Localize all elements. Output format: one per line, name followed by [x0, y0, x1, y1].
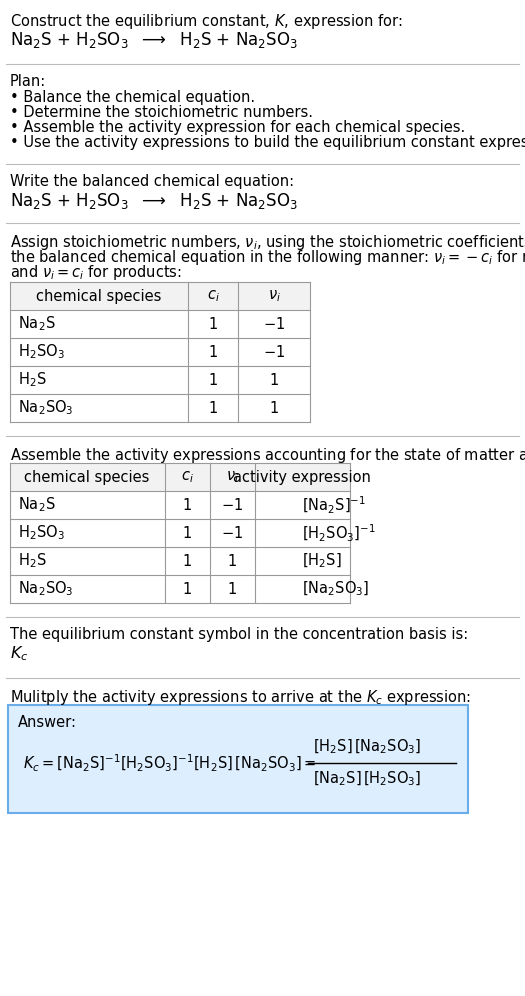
Text: 1: 1: [182, 526, 192, 541]
Text: 1: 1: [208, 400, 218, 415]
Text: $-1$: $-1$: [221, 525, 243, 541]
Text: 1: 1: [182, 497, 192, 513]
Text: 1: 1: [269, 373, 279, 387]
Text: • Use the activity expressions to build the equilibrium constant expression.: • Use the activity expressions to build …: [10, 135, 525, 150]
Text: $[\mathrm{H_2SO_3}]^{-1}$: $[\mathrm{H_2SO_3}]^{-1}$: [302, 523, 376, 544]
Text: 1: 1: [269, 400, 279, 415]
Text: $[\mathrm{Na_2S}]\,[\mathrm{H_2SO_3}]$: $[\mathrm{Na_2S}]\,[\mathrm{H_2SO_3}]$: [313, 770, 422, 788]
Bar: [10, 463, 350, 603]
Text: Construct the equilibrium constant, $K$, expression for:: Construct the equilibrium constant, $K$,…: [10, 12, 403, 31]
Text: 1: 1: [227, 582, 237, 597]
Text: Na$_2$SO$_3$: Na$_2$SO$_3$: [18, 398, 74, 417]
Bar: [10, 463, 350, 491]
Bar: [10, 282, 310, 310]
Text: $K_c$: $K_c$: [10, 644, 28, 662]
Text: Assemble the activity expressions accounting for the state of matter and $\nu_i$: Assemble the activity expressions accoun…: [10, 446, 525, 465]
Text: 1: 1: [208, 317, 218, 332]
Text: 1: 1: [208, 373, 218, 387]
Text: $-1$: $-1$: [263, 316, 285, 332]
Text: $K_c = [\mathrm{Na_2S}]^{-1} [\mathrm{H_2SO_3}]^{-1} [\mathrm{H_2S}]\,[\mathrm{N: $K_c = [\mathrm{Na_2S}]^{-1} [\mathrm{H_…: [23, 752, 316, 774]
Text: $[\mathrm{H_2S}]$: $[\mathrm{H_2S}]$: [302, 552, 342, 570]
Text: Na$_2$S: Na$_2$S: [18, 315, 56, 334]
Text: 1: 1: [208, 345, 218, 360]
Text: Mulitply the activity expressions to arrive at the $K_c$ expression:: Mulitply the activity expressions to arr…: [10, 688, 471, 707]
Text: Na$_2$SO$_3$: Na$_2$SO$_3$: [18, 580, 74, 599]
Text: • Determine the stoichiometric numbers.: • Determine the stoichiometric numbers.: [10, 105, 313, 120]
Text: chemical species: chemical species: [36, 289, 162, 304]
Text: $[\mathrm{Na_2S}]^{-1}$: $[\mathrm{Na_2S}]^{-1}$: [302, 494, 366, 516]
Text: Na$_2$S: Na$_2$S: [18, 496, 56, 514]
Text: chemical species: chemical species: [24, 469, 150, 484]
Text: and $\nu_i = c_i$ for products:: and $\nu_i = c_i$ for products:: [10, 263, 182, 282]
Text: activity expression: activity expression: [233, 469, 371, 484]
Bar: [10, 282, 310, 422]
Text: Assign stoichiometric numbers, $\nu_i$, using the stoichiometric coefficients, $: Assign stoichiometric numbers, $\nu_i$, …: [10, 233, 525, 252]
Text: $-1$: $-1$: [263, 344, 285, 360]
Text: • Assemble the activity expression for each chemical species.: • Assemble the activity expression for e…: [10, 120, 465, 135]
Text: H$_2$SO$_3$: H$_2$SO$_3$: [18, 343, 65, 362]
Text: Plan:: Plan:: [10, 74, 46, 89]
Text: Answer:: Answer:: [18, 715, 77, 730]
Text: the balanced chemical equation in the following manner: $\nu_i = -c_i$ for react: the balanced chemical equation in the fo…: [10, 248, 525, 267]
Text: $\nu_i$: $\nu_i$: [226, 469, 238, 485]
Text: $[\mathrm{Na_2SO_3}]$: $[\mathrm{Na_2SO_3}]$: [302, 580, 369, 599]
Text: H$_2$S: H$_2$S: [18, 552, 47, 571]
Text: The equilibrium constant symbol in the concentration basis is:: The equilibrium constant symbol in the c…: [10, 627, 468, 642]
FancyBboxPatch shape: [8, 705, 468, 813]
Text: Write the balanced chemical equation:: Write the balanced chemical equation:: [10, 174, 294, 189]
Text: H$_2$S: H$_2$S: [18, 371, 47, 389]
Text: $c_i$: $c_i$: [206, 288, 219, 304]
Text: 1: 1: [182, 554, 192, 569]
Text: Na$_2$S + H$_2$SO$_3$  $\longrightarrow$  H$_2$S + Na$_2$SO$_3$: Na$_2$S + H$_2$SO$_3$ $\longrightarrow$ …: [10, 30, 298, 50]
Text: Na$_2$S + H$_2$SO$_3$  $\longrightarrow$  H$_2$S + Na$_2$SO$_3$: Na$_2$S + H$_2$SO$_3$ $\longrightarrow$ …: [10, 191, 298, 211]
Text: 1: 1: [182, 582, 192, 597]
Text: $[\mathrm{H_2S}]\,[\mathrm{Na_2SO_3}]$: $[\mathrm{H_2S}]\,[\mathrm{Na_2SO_3}]$: [313, 738, 422, 756]
Text: $\nu_i$: $\nu_i$: [268, 288, 280, 304]
Text: $c_i$: $c_i$: [181, 469, 193, 485]
Text: 1: 1: [227, 554, 237, 569]
Text: H$_2$SO$_3$: H$_2$SO$_3$: [18, 524, 65, 543]
Text: • Balance the chemical equation.: • Balance the chemical equation.: [10, 90, 255, 105]
Text: $-1$: $-1$: [221, 497, 243, 513]
